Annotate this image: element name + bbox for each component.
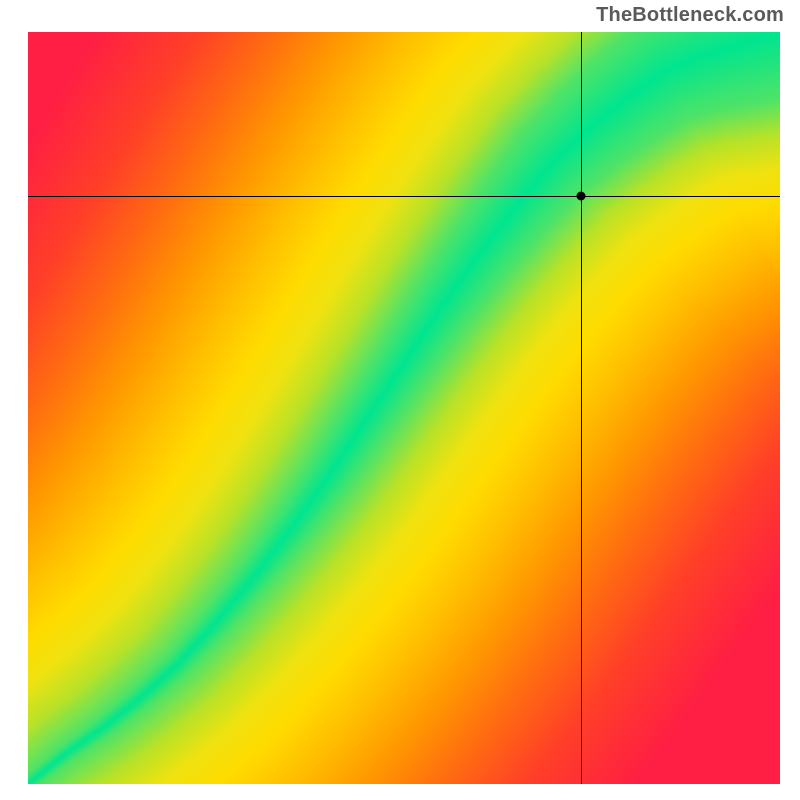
- crosshair-marker: [576, 191, 585, 200]
- crosshair-horizontal: [28, 196, 780, 197]
- crosshair-vertical: [581, 32, 582, 784]
- heatmap-canvas: [28, 32, 780, 784]
- watermark-text: TheBottleneck.com: [596, 4, 784, 27]
- heatmap-plot: [28, 32, 780, 784]
